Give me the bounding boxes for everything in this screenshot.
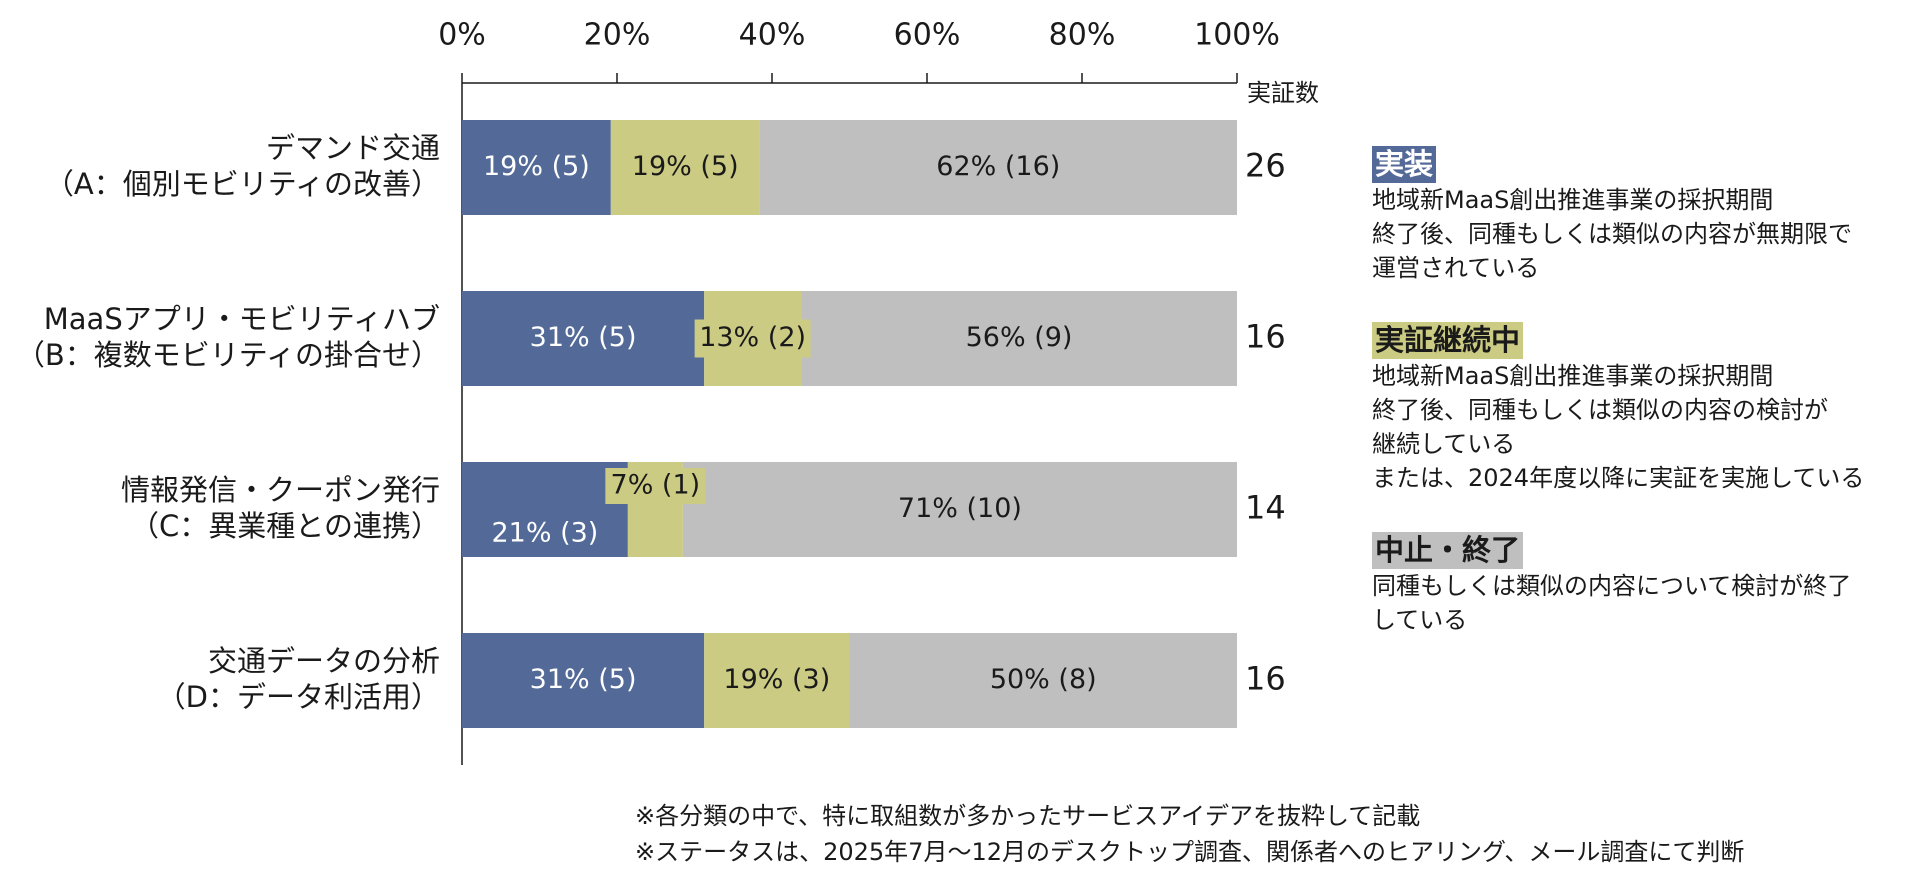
legend-jisso-desc: 地域新MaaS創出推進事業の採択期間 終了後、同種もしくは類似の内容が無期限で … — [1372, 183, 1852, 285]
x-tick-label: 60% — [894, 18, 961, 53]
data-label: 56% (9) — [966, 322, 1073, 353]
legend-keizoku-desc: 地域新MaaS創出推進事業の採択期間 終了後、同種もしくは類似の内容の検討が 継… — [1372, 359, 1864, 495]
x-tick-label: 0% — [438, 18, 486, 53]
legend-jisso-line: 終了後、同種もしくは類似の内容が無期限で — [1372, 220, 1852, 248]
category-label: 情報発信・クーポン発行 — [121, 473, 440, 507]
data-label: 31% (5) — [530, 664, 637, 695]
data-label: 62% (16) — [936, 151, 1060, 182]
data-label: 31% (5) — [530, 322, 637, 353]
x-tick-label: 20% — [584, 18, 651, 53]
bar-segment — [682, 462, 1237, 557]
count-value: 14 — [1245, 489, 1286, 527]
legend-keizoku: 実証継続中 地域新MaaS創出推進事業の採択期間 終了後、同種もしくは類似の内容… — [1372, 322, 1864, 495]
category-sublabel: （D：データ利活用） — [157, 680, 440, 714]
data-label-bg — [694, 319, 811, 358]
category-sublabel: （C：異業種との連携） — [130, 509, 440, 543]
category-sublabel: （A：個別モビリティの改善） — [45, 167, 440, 201]
data-label: 21% (3) — [492, 518, 599, 549]
footnote: ※ステータスは、2025年7月～12月のデスクトップ調査、関係者へのヒアリング、… — [635, 838, 1745, 866]
category-sublabel: （B：複数モビリティの掛合せ） — [16, 338, 440, 372]
bar-segment — [801, 291, 1237, 386]
x-tick-label: 80% — [1049, 18, 1116, 53]
legend-keizoku-title: 実証継続中 — [1372, 322, 1524, 359]
category-label: デマンド交通 — [266, 131, 440, 165]
count-value: 26 — [1245, 147, 1286, 185]
data-label: 13% (2) — [699, 322, 806, 353]
data-label-bg — [605, 468, 706, 504]
legend-keizoku-line: 終了後、同種もしくは類似の内容の検討が — [1372, 396, 1828, 424]
data-label: 19% (5) — [483, 151, 590, 182]
legend-chushi-line: している — [1372, 606, 1468, 634]
legend-jisso: 実装 地域新MaaS創出推進事業の採択期間 終了後、同種もしくは類似の内容が無期… — [1372, 146, 1852, 285]
legend-chushi-title: 中止・終了 — [1372, 532, 1524, 569]
legend-chushi-desc: 同種もしくは類似の内容について検討が終了 している — [1372, 569, 1851, 637]
data-label: 7% (1) — [611, 470, 701, 501]
bar-segment — [610, 120, 760, 215]
bar-segment — [462, 633, 705, 728]
count-value: 16 — [1245, 318, 1286, 356]
category-label: MaaSアプリ・モビリティハブ — [44, 302, 440, 336]
count-value: 16 — [1245, 660, 1286, 698]
data-label: 19% (5) — [632, 151, 739, 182]
bar-segment — [462, 120, 611, 215]
x-tick-label: 40% — [739, 18, 806, 53]
legend-keizoku-line: 地域新MaaS創出推進事業の採択期間 — [1372, 362, 1774, 390]
data-label: 19% (3) — [723, 664, 830, 695]
bar-segment — [462, 462, 628, 557]
bar-segment — [759, 120, 1237, 215]
x-tick-label: 100% — [1194, 18, 1280, 53]
data-label: 71% (10) — [898, 493, 1022, 524]
legend-chushi-line: 同種もしくは類似の内容について検討が終了 — [1372, 572, 1852, 600]
bar-segment — [462, 291, 705, 386]
legend-chushi: 中止・終了 同種もしくは類似の内容について検討が終了 している — [1372, 532, 1851, 637]
legend-keizoku-line: または、2024年度以降に実証を実施している — [1372, 464, 1865, 492]
footnotes: ※各分類の中で、特に取組数が多かったサービスアイデアを抜粋して記載 ※ステータス… — [635, 798, 1744, 870]
data-label: 50% (8) — [990, 664, 1097, 695]
bar-segment — [849, 633, 1237, 728]
legend-jisso-title: 実装 — [1372, 146, 1437, 183]
legend-keizoku-line: 継続している — [1372, 430, 1516, 458]
category-label: 交通データの分析 — [208, 644, 440, 678]
footnote: ※各分類の中で、特に取組数が多かったサービスアイデアを抜粋して記載 — [635, 802, 1421, 830]
legend-jisso-line: 運営されている — [1372, 254, 1540, 282]
bar-segment — [704, 633, 850, 728]
legend-jisso-line: 地域新MaaS創出推進事業の採択期間 — [1372, 186, 1774, 214]
count-header: 実証数 — [1247, 79, 1319, 107]
